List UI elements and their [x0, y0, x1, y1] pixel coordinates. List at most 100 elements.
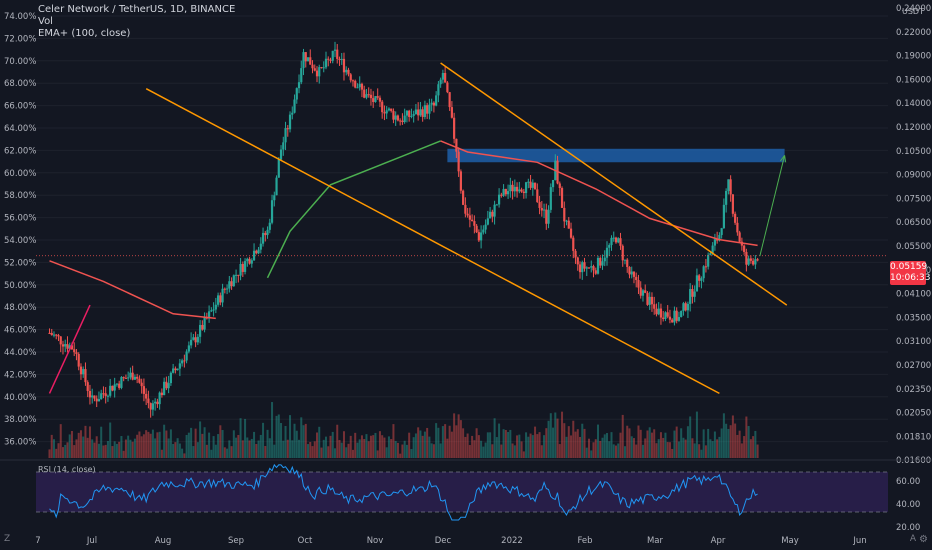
volume-bar: [351, 449, 354, 458]
volume-bar: [623, 446, 626, 458]
volume-bar: [608, 441, 611, 458]
volume-bar: [700, 449, 703, 458]
candle-body: [165, 381, 168, 389]
volume-bar: [401, 444, 404, 458]
volume-bar: [471, 435, 474, 458]
volume-bar: [666, 442, 669, 458]
volume-bar: [428, 436, 431, 458]
volume-bar: [102, 445, 105, 458]
candle-body: [621, 245, 624, 261]
candle-body: [372, 98, 375, 102]
candle-body: [729, 179, 732, 195]
volume-bar: [408, 432, 411, 458]
volume-bar: [419, 430, 422, 458]
volume-bar: [122, 450, 125, 458]
volume-bar: [725, 423, 728, 458]
candle-body: [536, 189, 539, 203]
right-axis-label: 0.19000: [896, 52, 931, 62]
volume-bar: [554, 412, 557, 458]
volume-bar: [680, 428, 683, 458]
volume-bar: [104, 444, 107, 458]
volume-bar: [273, 444, 276, 458]
candle-body: [111, 385, 114, 391]
volume-bar: [489, 432, 492, 458]
candle-body: [293, 99, 296, 113]
candle-body: [259, 243, 262, 250]
volume-bar: [493, 418, 496, 458]
volume-bar: [641, 444, 644, 458]
candle-body: [127, 377, 130, 379]
candle-body: [414, 109, 418, 115]
candle-body: [684, 303, 687, 311]
volume-bar: [671, 448, 674, 458]
volume-bar: [491, 444, 494, 458]
candle-body: [324, 58, 328, 68]
volume-bar: [358, 439, 361, 458]
volume-bar: [163, 424, 166, 458]
candle-body: [632, 271, 636, 277]
candle-body: [59, 336, 62, 345]
candle-body: [336, 49, 339, 59]
volume-bar: [668, 442, 671, 458]
volume-bar: [612, 444, 615, 458]
right-axis-label: 0.03500: [896, 313, 931, 323]
volume-bar: [304, 423, 307, 458]
x-axis-label: 7: [35, 536, 40, 546]
volume-bar: [675, 426, 678, 458]
volume-bar: [597, 424, 600, 458]
candle-body: [417, 109, 420, 116]
candle-body: [747, 258, 750, 265]
volume-bar: [747, 426, 750, 458]
candle-body: [82, 369, 85, 375]
candle-body: [282, 142, 285, 150]
volume-bar: [327, 446, 330, 458]
candle-body: [448, 92, 451, 108]
candle-body: [315, 70, 319, 77]
volume-bar: [178, 443, 181, 458]
volume-bar: [632, 438, 635, 458]
candle-body: [619, 238, 622, 246]
right-axis-label: 0.02050: [896, 409, 931, 419]
volume-bar: [369, 435, 372, 458]
candle-body: [401, 120, 404, 123]
left-axis-label: 72.00%: [4, 34, 36, 44]
candle-body: [264, 232, 267, 236]
candle-body: [333, 49, 337, 51]
right-axis-label: 0.16000: [896, 75, 931, 85]
volume-bar: [253, 431, 256, 458]
candle-body: [707, 254, 710, 267]
volume-bar: [203, 427, 206, 458]
left-axis-label: 74.00%: [4, 12, 36, 22]
volume-bar: [75, 439, 78, 458]
volume-bar: [190, 427, 193, 458]
volume-bar: [637, 425, 640, 458]
zoom-icon[interactable]: Z: [4, 534, 11, 544]
volume-bar: [181, 448, 184, 458]
candle-body: [547, 209, 550, 224]
resistance-zone[interactable]: [447, 148, 785, 163]
candle-body: [279, 149, 283, 160]
volume-bar: [338, 439, 341, 458]
candle-body: [199, 324, 202, 337]
volume-bar: [570, 435, 573, 458]
left-axis-label: 42.00%: [4, 370, 36, 380]
volume-bar: [644, 438, 647, 458]
candle-body: [95, 398, 98, 402]
volume-bar: [682, 437, 685, 458]
candle-body: [151, 403, 154, 410]
volume-bar: [556, 418, 559, 458]
candle-body: [124, 377, 128, 379]
candle-body: [129, 372, 132, 378]
volume-bar: [151, 429, 154, 458]
candle-body: [630, 271, 633, 275]
gear-icon[interactable]: ⚙: [919, 534, 928, 545]
x-axis-label: Mar: [647, 536, 664, 546]
auto-scale-button[interactable]: A: [909, 534, 916, 544]
ema-100-line: [266, 140, 441, 279]
left-axis-label: 58.00%: [4, 191, 36, 201]
candle-body: [682, 303, 685, 311]
candle-body: [504, 188, 507, 195]
candle-body: [583, 262, 586, 269]
